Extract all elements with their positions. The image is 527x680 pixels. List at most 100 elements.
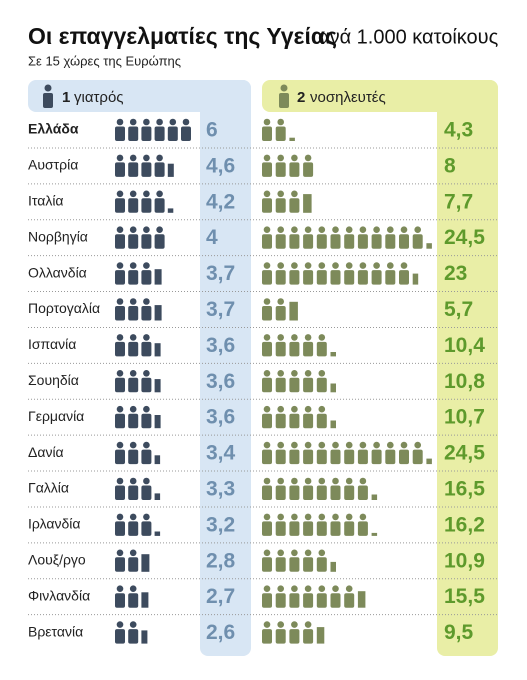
- partial-icon: [141, 592, 149, 608]
- person-icon-body: [275, 629, 286, 644]
- person-icon-head: [116, 118, 124, 126]
- person-icon-body: [262, 629, 272, 644]
- person-icon-head: [277, 549, 285, 557]
- legend-label: γιατρός: [74, 89, 124, 106]
- person-icon-body: [275, 413, 286, 429]
- partial-icon: [412, 273, 419, 285]
- person-icon-head: [143, 370, 150, 377]
- person-icon-head: [318, 441, 326, 449]
- person-icon-head: [318, 262, 326, 269]
- person-icon-head: [277, 334, 285, 341]
- icon-group: [262, 190, 312, 213]
- person-icon-body: [128, 234, 139, 249]
- person-icon-body: [275, 341, 286, 357]
- person-icon-body: [141, 341, 152, 357]
- person-icon-body: [262, 377, 272, 393]
- person-icon-head: [332, 585, 339, 592]
- person-icon-head: [277, 370, 285, 377]
- icon-group: [115, 513, 161, 536]
- person-icon-head: [156, 226, 163, 233]
- person-icon-body: [275, 306, 286, 321]
- person-icon-head: [263, 334, 271, 341]
- value-label: 4: [206, 226, 218, 249]
- person-icon-body: [128, 629, 139, 644]
- person-icon-head: [263, 441, 271, 449]
- person-icon-body: [128, 270, 139, 285]
- person-icon-body: [128, 126, 139, 141]
- person-icon-body: [115, 593, 125, 608]
- value-label: 3,7: [206, 262, 235, 285]
- country-label: Σουηδία: [28, 372, 79, 388]
- person-icon-head: [263, 370, 271, 377]
- person-icon-head: [400, 441, 408, 449]
- legend-unit: 2: [297, 89, 305, 106]
- country-label: Λουξ/ργο: [28, 552, 86, 568]
- person-icon-head: [263, 405, 271, 413]
- person-icon-body: [330, 593, 341, 608]
- doctor-panel: [200, 80, 251, 656]
- person-icon-body: [115, 485, 125, 500]
- person-icon-body: [141, 485, 152, 500]
- person-icon-head: [143, 477, 150, 485]
- person-icon-head: [263, 621, 271, 628]
- icon-group: [262, 441, 432, 465]
- person-icon-body: [262, 306, 272, 321]
- person-icon-head: [345, 513, 353, 521]
- person-icon-head: [291, 190, 298, 198]
- country-label: Νορβηγία: [28, 228, 88, 244]
- person-icon-body: [385, 449, 396, 465]
- person-icon-body: [262, 198, 272, 213]
- person-icon-head: [116, 334, 124, 341]
- person-icon-head: [116, 154, 124, 162]
- person-icon-head: [345, 226, 353, 233]
- person-icon-body: [275, 198, 286, 213]
- person-icon-body: [128, 521, 139, 536]
- value-label: 4,6: [206, 154, 235, 177]
- person-icon-body: [303, 629, 314, 644]
- person-icon-body: [316, 270, 327, 285]
- person-icon-body: [128, 162, 139, 177]
- person-icon-head: [304, 441, 312, 449]
- person-icon-head: [359, 441, 367, 449]
- person-icon-body: [357, 521, 368, 536]
- value-label: 7,7: [444, 190, 473, 213]
- person-icon-body: [316, 377, 327, 393]
- person-icon-head: [116, 262, 124, 269]
- person-icon-body: [399, 449, 409, 465]
- person-icon-head: [359, 513, 367, 521]
- person-icon-head: [116, 226, 124, 233]
- person-icon-body: [344, 485, 355, 500]
- value-label: 10,7: [444, 406, 485, 429]
- person-icon-head: [129, 334, 137, 341]
- person-icon-head: [345, 441, 353, 449]
- icon-group: [262, 405, 336, 429]
- person-icon-body: [303, 413, 314, 429]
- person-icon-body: [262, 485, 272, 500]
- value-label: 24,5: [444, 226, 485, 249]
- person-icon-body: [371, 234, 382, 249]
- country-label: Πορτογαλία: [28, 300, 100, 316]
- icon-group: [115, 118, 191, 141]
- person-icon-head: [304, 621, 312, 628]
- nurse-legend-bar: [262, 80, 498, 112]
- person-icon-body: [275, 557, 286, 572]
- person-icon-body: [289, 270, 300, 285]
- value-label: 16,5: [444, 478, 485, 501]
- person-icon-body: [344, 521, 355, 536]
- person-icon-head: [143, 405, 150, 413]
- partial-icon: [289, 137, 295, 141]
- person-icon-head: [156, 154, 163, 162]
- person-icon-body: [141, 306, 152, 321]
- value-label: 10,4: [444, 334, 485, 357]
- person-icon-body: [385, 270, 396, 285]
- person-icon-body: [357, 485, 368, 500]
- person-icon-body: [303, 341, 314, 357]
- person-icon-head: [291, 585, 298, 592]
- value-label: 2,8: [206, 549, 236, 572]
- person-icon-body: [262, 162, 272, 177]
- partial-icon: [330, 352, 336, 357]
- person-icon-head: [277, 190, 285, 198]
- person-icon-body: [289, 413, 300, 429]
- person-icon-head: [277, 441, 285, 449]
